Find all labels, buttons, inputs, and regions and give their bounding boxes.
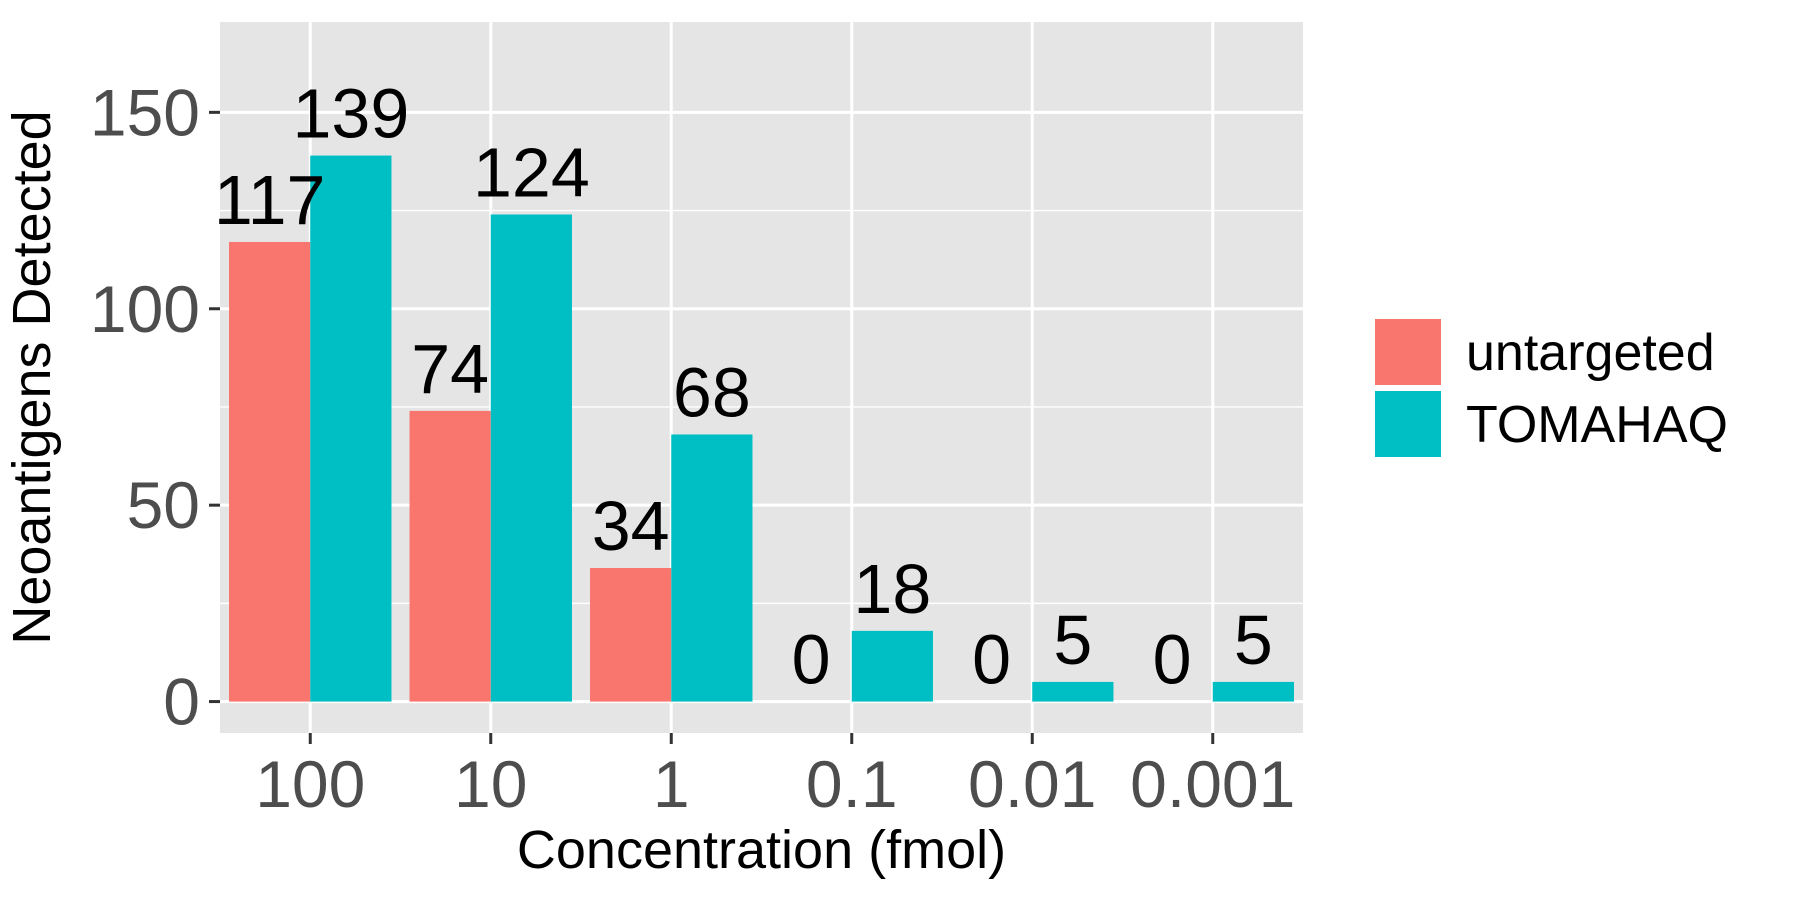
y-tick-label: 0: [163, 665, 200, 739]
data-label-tomahaq-100: 139: [292, 75, 409, 153]
bar-tomahaq-0.1: [851, 630, 933, 702]
data-label-untargeted-100: 117: [214, 161, 326, 239]
bar-tomahaq-0.001: [1212, 681, 1294, 702]
x-tick-label: 100: [255, 747, 365, 821]
data-label-untargeted-0.1: 0: [792, 621, 831, 699]
x-tick-label: 0.1: [806, 747, 898, 821]
data-label-untargeted-1: 34: [592, 487, 670, 565]
x-tick-label: 0.01: [968, 747, 1096, 821]
bar-tomahaq-100: [310, 155, 392, 702]
legend-label-untargeted: untargeted: [1466, 324, 1715, 382]
legend: untargeted TOMAHAQ: [1373, 317, 1728, 459]
x-tick-label: 1: [653, 747, 690, 821]
x-tick-label: 10: [454, 747, 527, 821]
data-labels: 117 74 34 0 0 0 139 124 68 18 5 5: [214, 75, 1273, 699]
legend-key-tomahaq: [1373, 389, 1443, 459]
y-tick-label: 100: [90, 272, 200, 346]
bars: [229, 155, 1294, 702]
data-label-untargeted-0.01: 0: [972, 621, 1011, 699]
bar-tomahaq-0.01: [1032, 681, 1114, 702]
bar-untargeted-10: [409, 410, 491, 702]
x-tick-label: 0.001: [1130, 747, 1295, 821]
y-tick-label: 50: [127, 468, 200, 542]
data-label-tomahaq-1: 68: [673, 353, 751, 431]
y-axis-title: Neoantigens Detected: [2, 110, 62, 644]
bar-tomahaq-1: [671, 434, 753, 702]
x-axis-title: Concentration (fmol): [517, 820, 1006, 880]
data-label-tomahaq-0.001: 5: [1234, 601, 1273, 679]
x-axis: 100 10 1 0.1 0.01 0.001: [255, 733, 1295, 821]
data-label-untargeted-10: 74: [411, 330, 489, 408]
legend-key-untargeted: [1373, 317, 1443, 387]
y-tick-label: 150: [90, 75, 200, 149]
legend-label-tomahaq: TOMAHAQ: [1466, 396, 1728, 454]
data-label-untargeted-0.001: 0: [1153, 621, 1192, 699]
data-label-tomahaq-0.01: 5: [1053, 601, 1092, 679]
bar-untargeted-1: [590, 568, 672, 702]
bar-untargeted-100: [229, 241, 311, 702]
y-axis: 0 50 100 150: [90, 75, 220, 739]
data-label-tomahaq-0.1: 18: [853, 550, 931, 628]
data-label-tomahaq-10: 124: [473, 133, 590, 211]
plot-panel: [220, 22, 1303, 733]
bar-tomahaq-10: [490, 214, 572, 702]
